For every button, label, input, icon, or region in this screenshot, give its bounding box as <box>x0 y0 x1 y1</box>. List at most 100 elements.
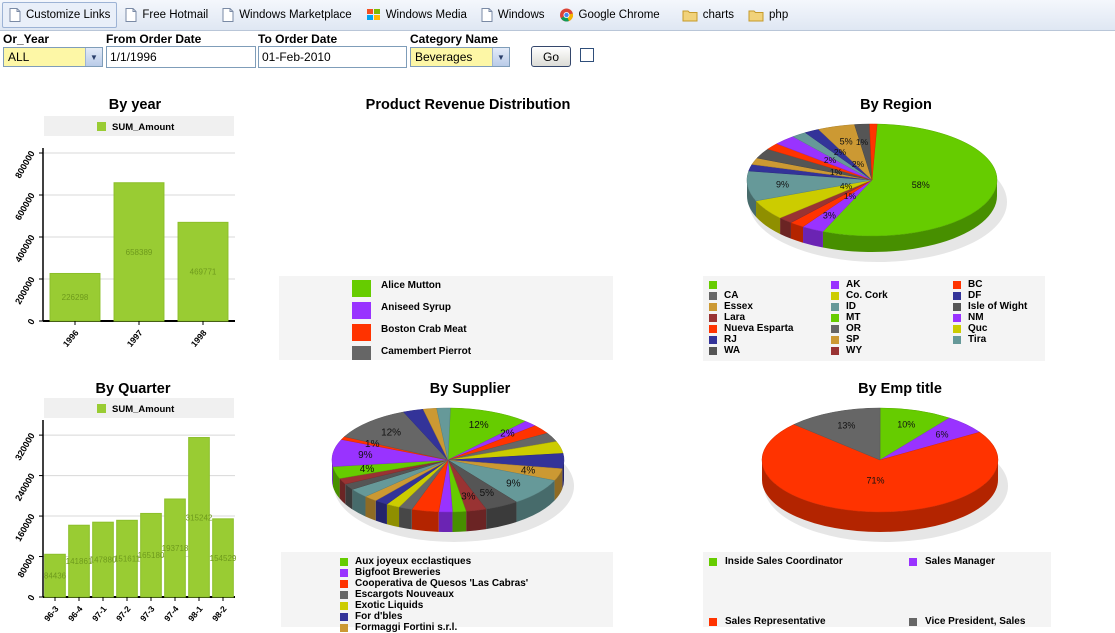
region-legend: AK BC CA Co. Cork DF Essex ID Isle of Wight Lara… <box>703 276 1045 361</box>
bar <box>113 182 165 322</box>
legend-box <box>44 116 234 136</box>
pie-chart-by-region: 58%3%9%5%2%2%1%4%1%2%1% <box>746 123 1007 262</box>
pie-slice-label: 12% <box>469 420 489 431</box>
pie-slice <box>761 424 999 513</box>
bar-value-label: 193718 <box>162 544 189 553</box>
legend-label: Aux joyeux ecclastiques <box>355 556 472 567</box>
legend-swatch <box>340 602 348 610</box>
link-windows-media[interactable]: Windows Media <box>360 3 473 27</box>
bar <box>49 272 101 322</box>
bar-value-label: 658389 <box>126 248 153 257</box>
from-date-field[interactable]: 1/1/1996 <box>106 46 256 68</box>
pie-slice-label: 5% <box>480 488 495 499</box>
from-date-label: From Order Date <box>106 32 202 46</box>
pie-slice-label: 1% <box>365 439 380 450</box>
pie-slice-label: 3% <box>823 211 836 221</box>
category-value: Beverages <box>415 50 473 64</box>
legend-swatch <box>909 558 917 566</box>
link-windows-marketplace[interactable]: Windows Marketplace <box>216 3 357 27</box>
checkbox[interactable] <box>580 48 594 62</box>
x-tick-label: 1996 <box>61 328 81 349</box>
legend-swatch <box>831 292 839 300</box>
x-tick-label: 97-2 <box>114 604 133 624</box>
x-tick-label: 97-4 <box>162 604 181 624</box>
legend-swatch <box>340 558 348 566</box>
legend-swatch <box>352 302 371 319</box>
bar-value-label: 165180 <box>138 551 165 560</box>
chevron-down-icon[interactable]: ▼ <box>492 48 509 66</box>
supplier-legend: Aux joyeux ecclastiques Bigfoot Breweries… <box>281 552 613 633</box>
bar-value-label: 469771 <box>190 268 217 277</box>
legend-swatch <box>709 618 717 626</box>
link-charts[interactable]: charts <box>676 3 740 27</box>
emp-title-legend: Inside Sales Coordinator Sales Manager Sal… <box>703 552 1051 627</box>
category-select[interactable]: Beverages ▼ <box>410 47 510 67</box>
chevron-down-icon[interactable]: ▼ <box>85 48 102 66</box>
to-date-label: To Order Date <box>258 32 338 46</box>
legend-label: CA <box>724 290 739 301</box>
or-year-label: Or_Year <box>3 32 50 46</box>
y-tick-label: 160000 <box>13 512 37 543</box>
legend-label: Boston Crab Meat <box>381 324 467 335</box>
legend-swatch <box>340 569 348 577</box>
pie-slice <box>343 411 449 461</box>
category-label: Category Name <box>410 32 499 46</box>
pie-slice-side <box>365 496 376 521</box>
to-date-field[interactable]: 01-Feb-2010 <box>258 46 407 68</box>
product-revenue-legend: Alice Mutton Aniseed Syrup Boston Crab M… <box>279 276 613 360</box>
link-customize-links[interactable]: Customize Links <box>2 2 118 28</box>
legend-swatch <box>831 303 839 311</box>
legend-swatch <box>352 280 371 297</box>
link-windows[interactable]: Windows <box>475 3 551 27</box>
legend-swatch <box>953 314 961 322</box>
legend-label: Vice President, Sales <box>925 616 1026 627</box>
legend-label: Bigfoot Breweries <box>355 567 441 578</box>
pie-slice-label: 2% <box>824 155 837 165</box>
page-icon <box>222 8 234 22</box>
legend-label: Lara <box>724 312 746 323</box>
legend-label: Isle of Wight <box>968 301 1028 312</box>
legend-swatch <box>831 325 839 333</box>
page-icon <box>9 8 21 22</box>
link-php[interactable]: php <box>742 3 794 27</box>
y-tick-label: 400000 <box>13 233 37 264</box>
pie-slice-side <box>486 501 517 530</box>
legend-swatch <box>352 346 371 360</box>
legend-label: Essex <box>724 301 753 312</box>
y-tick-label: 200000 <box>13 275 37 306</box>
pie-slice-label: 13% <box>837 421 855 431</box>
bar-value-label: 151611 <box>114 555 141 564</box>
pie-slice-label: 9% <box>776 179 789 189</box>
legend-swatch <box>709 303 717 311</box>
pie-slice-side <box>762 460 998 532</box>
link-google-chrome[interactable]: Google Chrome <box>553 3 666 27</box>
legend-label: Escargots Nouveaux <box>355 589 454 600</box>
link-free-hotmail[interactable]: Free Hotmail <box>119 3 214 27</box>
legend-label: Cooperativa de Quesos 'Las Cabras' <box>355 578 529 589</box>
x-tick-label: 96-4 <box>66 604 85 624</box>
pie-slice <box>879 407 951 461</box>
bar <box>177 221 229 322</box>
pie-slice <box>447 407 527 461</box>
go-button[interactable]: Go <box>531 46 571 67</box>
pie-slice-side <box>756 200 781 234</box>
legend-label: ID <box>846 301 856 312</box>
pie-slice-side <box>411 509 439 532</box>
legend-label: SUM_Amount <box>112 404 175 415</box>
pie-slice <box>793 407 881 461</box>
y-tick-label: 80000 <box>16 553 37 580</box>
legend-swatch <box>340 591 348 599</box>
pie-slice-label: 9% <box>506 478 521 489</box>
legend-label: Camembert Pierrot <box>381 346 472 357</box>
pie-slice <box>436 407 451 461</box>
page-icon <box>125 8 137 22</box>
pie-slice-label: 2% <box>500 429 515 440</box>
or-year-select[interactable]: ALL ▼ <box>3 47 103 67</box>
legend-swatch <box>340 580 348 588</box>
legend-label: BC <box>968 279 983 290</box>
legend-label: SUM_Amount <box>112 122 175 133</box>
chart-title-product-revenue: Product Revenue Distribution <box>365 97 571 113</box>
legend-swatch <box>909 618 917 626</box>
legend-label: RJ <box>724 334 737 345</box>
legend-swatch <box>352 324 371 341</box>
